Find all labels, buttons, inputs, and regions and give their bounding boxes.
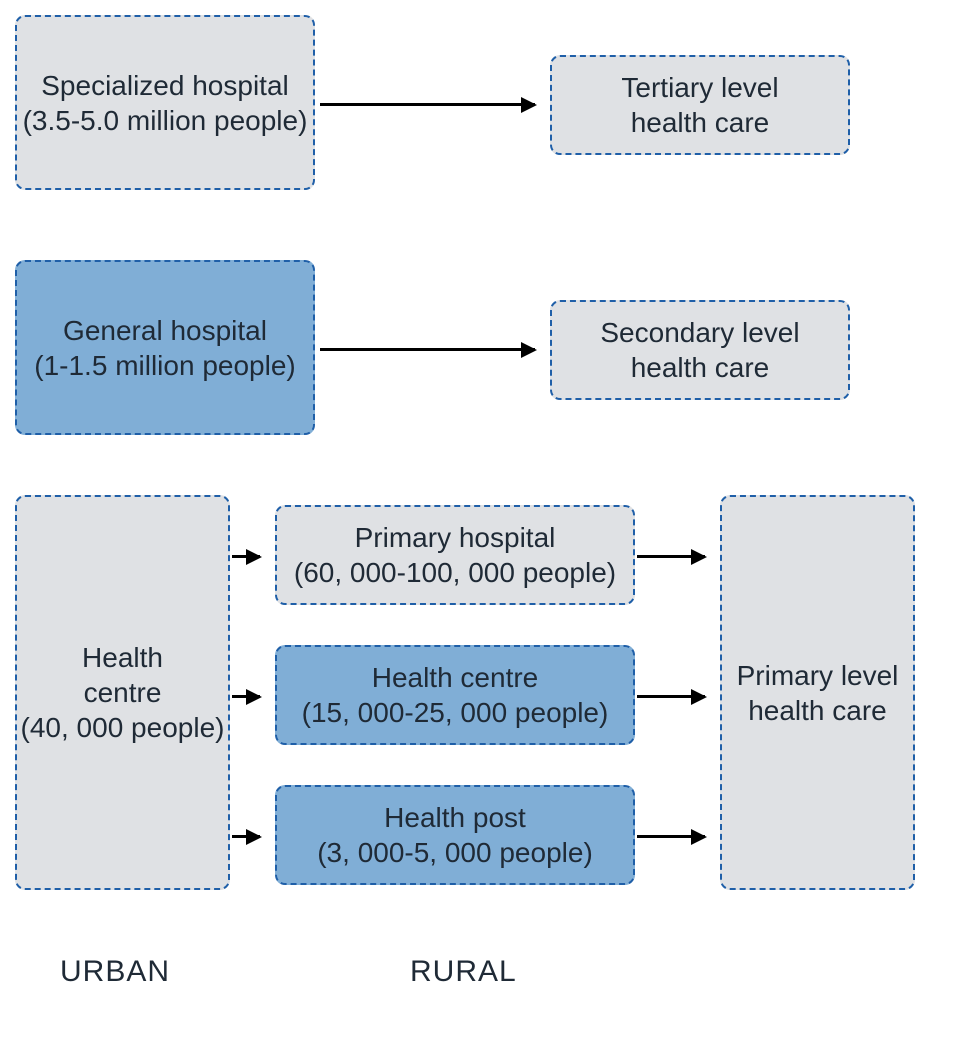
node-health-post: Health post (3, 000-5, 000 people)	[275, 785, 635, 885]
node-sublabel: (40, 000 people)	[21, 710, 225, 745]
node-label: Primary level	[737, 658, 899, 693]
node-sublabel: (60, 000-100, 000 people)	[294, 555, 616, 590]
node-label: Health post	[384, 800, 526, 835]
node-primary-hospital: Primary hospital (60, 000-100, 000 peopl…	[275, 505, 635, 605]
node-label: Health centre	[372, 660, 539, 695]
node-sublabel: health care	[631, 105, 770, 140]
node-sublabel: (3.5-5.0 million people)	[23, 103, 308, 138]
node-sublabel: (1-1.5 million people)	[34, 348, 295, 383]
arrow	[232, 555, 260, 558]
label-rural: RURAL	[410, 955, 517, 989]
arrow	[232, 695, 260, 698]
arrow	[637, 835, 705, 838]
node-sublabel: (15, 000-25, 000 people)	[302, 695, 609, 730]
node-sublabel: (3, 000-5, 000 people)	[317, 835, 593, 870]
node-label: Tertiary level	[621, 70, 778, 105]
node-sublabel: health care	[631, 350, 770, 385]
arrow	[637, 695, 705, 698]
node-tertiary-level: Tertiary level health care	[550, 55, 850, 155]
node-sublabel: health care	[748, 693, 887, 728]
arrow	[320, 103, 535, 106]
node-rural-health-centre: Health centre (15, 000-25, 000 people)	[275, 645, 635, 745]
node-label: General hospital	[63, 313, 267, 348]
node-primary-level: Primary level health care	[720, 495, 915, 890]
arrow	[637, 555, 705, 558]
label-urban: URBAN	[60, 955, 170, 989]
node-label: Specialized hospital	[41, 68, 289, 103]
node-secondary-level: Secondary level health care	[550, 300, 850, 400]
node-specialized-hospital: Specialized hospital (3.5-5.0 million pe…	[15, 15, 315, 190]
arrow	[232, 835, 260, 838]
node-label-mid: centre	[84, 675, 162, 710]
node-label: Health	[82, 640, 163, 675]
node-general-hospital: General hospital (1-1.5 million people)	[15, 260, 315, 435]
node-label: Secondary level	[600, 315, 799, 350]
node-urban-health-centre: Health centre (40, 000 people)	[15, 495, 230, 890]
arrow	[320, 348, 535, 351]
diagram-canvas: Specialized hospital (3.5-5.0 million pe…	[0, 0, 975, 1045]
node-label: Primary hospital	[355, 520, 556, 555]
